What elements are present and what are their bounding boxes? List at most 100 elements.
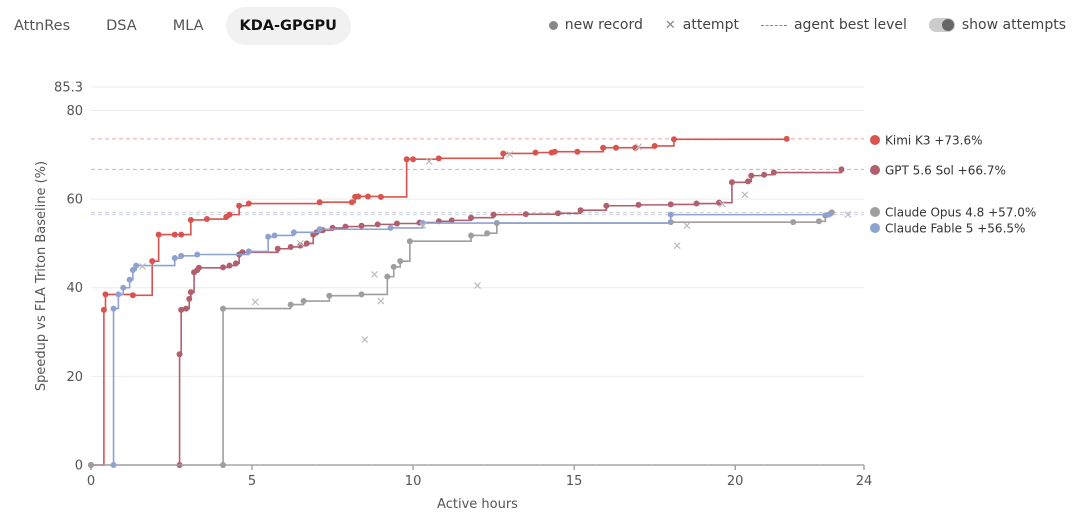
y-tick-label: 80 bbox=[66, 104, 83, 119]
tab-kda-gpgpu[interactable]: KDA-GPGPU bbox=[225, 7, 351, 45]
record-point bbox=[232, 260, 239, 267]
record-point bbox=[825, 211, 832, 218]
attempt-mark bbox=[844, 211, 852, 219]
record-point bbox=[171, 255, 178, 262]
record-point bbox=[178, 306, 185, 313]
cross-icon: ✕ bbox=[664, 17, 676, 33]
attempt-mark bbox=[474, 282, 481, 289]
record-point bbox=[274, 245, 281, 252]
attempt-mark bbox=[741, 191, 749, 199]
record-point bbox=[410, 156, 417, 163]
record-point bbox=[387, 224, 394, 231]
record-point bbox=[186, 295, 193, 302]
record-point bbox=[770, 169, 777, 176]
legend-new-record: new record bbox=[548, 17, 643, 33]
record-point bbox=[226, 262, 233, 269]
series-line bbox=[178, 169, 843, 465]
show-attempts-toggle[interactable] bbox=[928, 18, 955, 32]
attempt-mark bbox=[506, 150, 514, 158]
record-point bbox=[358, 222, 365, 229]
record-point bbox=[194, 251, 201, 258]
x-tick-label: 5 bbox=[248, 474, 256, 489]
attempt-mark bbox=[718, 200, 726, 208]
record-point bbox=[326, 292, 333, 299]
legend-best-level-label: agent best level bbox=[793, 17, 907, 33]
series-end-label: Claude Opus 4.8 +57.0% bbox=[885, 206, 1036, 220]
record-point bbox=[358, 291, 365, 298]
attempt-mark bbox=[425, 158, 433, 165]
y-tick-label: 40 bbox=[66, 281, 83, 296]
record-point bbox=[155, 231, 162, 238]
record-point bbox=[390, 263, 397, 270]
series-label-dot bbox=[870, 207, 880, 217]
legend-best-level: agent best level bbox=[760, 17, 907, 33]
series-label-dot bbox=[870, 223, 880, 233]
x-tick-label: 20 bbox=[727, 474, 744, 489]
tab-dsa[interactable]: DSA bbox=[106, 18, 137, 34]
record-point bbox=[265, 233, 272, 240]
record-point bbox=[110, 305, 117, 312]
legend-new-record-label: new record bbox=[564, 17, 643, 33]
record-point bbox=[226, 211, 233, 218]
y-axis-title: Speedup vs FLA Triton Baseline (%) bbox=[34, 161, 49, 391]
series-line bbox=[91, 212, 833, 466]
top-legend: new record ✕ attempt agent best level sh… bbox=[527, 17, 1066, 33]
record-point bbox=[748, 172, 755, 179]
y-tick-label: 0 bbox=[75, 459, 83, 474]
x-tick-label: 10 bbox=[405, 474, 422, 489]
tab-attnres[interactable]: AttnRes bbox=[14, 18, 71, 34]
record-point bbox=[574, 148, 581, 155]
record-point bbox=[133, 262, 140, 269]
x-tick-label: 0 bbox=[87, 474, 95, 489]
record-point bbox=[377, 193, 384, 200]
record-point bbox=[220, 462, 227, 468]
record-point bbox=[670, 136, 677, 143]
record-point bbox=[342, 223, 349, 230]
record-point bbox=[761, 171, 768, 178]
record-point bbox=[555, 210, 562, 217]
attempt-mark bbox=[683, 222, 691, 230]
record-point bbox=[790, 219, 797, 226]
record-point bbox=[403, 156, 410, 163]
record-point bbox=[129, 292, 136, 299]
record-point bbox=[490, 211, 497, 218]
record-point bbox=[384, 273, 391, 280]
series-line bbox=[91, 138, 788, 466]
record-point bbox=[603, 202, 610, 209]
attempt-mark bbox=[377, 297, 385, 305]
record-point bbox=[364, 193, 371, 200]
record-point bbox=[393, 220, 400, 227]
show-attempts-label: show attempts bbox=[961, 17, 1066, 33]
series-end-label: GPT 5.6 Sol +66.7% bbox=[885, 164, 1006, 178]
record-point bbox=[303, 240, 310, 247]
series-end-label: Kimi K3 +73.6% bbox=[885, 134, 983, 148]
record-point bbox=[468, 232, 475, 239]
series-line bbox=[112, 213, 829, 465]
record-point bbox=[129, 267, 136, 274]
record-point bbox=[287, 243, 294, 250]
record-point bbox=[838, 166, 845, 173]
attempt-mark bbox=[419, 222, 427, 230]
record-point bbox=[667, 211, 674, 218]
record-point bbox=[600, 144, 607, 151]
record-point bbox=[316, 199, 323, 206]
tab-mla[interactable]: MLA bbox=[172, 18, 204, 34]
attempt-mark bbox=[296, 240, 304, 247]
attempt-mark bbox=[361, 336, 369, 344]
attempt-mark bbox=[139, 263, 146, 270]
record-point bbox=[115, 291, 122, 298]
record-point bbox=[316, 226, 323, 233]
record-point bbox=[187, 289, 194, 296]
record-point bbox=[236, 202, 243, 209]
record-point bbox=[271, 232, 278, 239]
record-point bbox=[220, 305, 227, 312]
tab-bar: AttnRes DSA MLA KDA-GPGPU bbox=[0, 6, 359, 46]
record-point bbox=[287, 301, 294, 308]
record-point bbox=[532, 149, 539, 156]
record-point bbox=[815, 218, 822, 225]
record-point bbox=[435, 155, 442, 162]
record-point bbox=[183, 305, 190, 312]
show-attempts-control[interactable]: show attempts bbox=[928, 17, 1066, 33]
record-point bbox=[651, 142, 658, 149]
